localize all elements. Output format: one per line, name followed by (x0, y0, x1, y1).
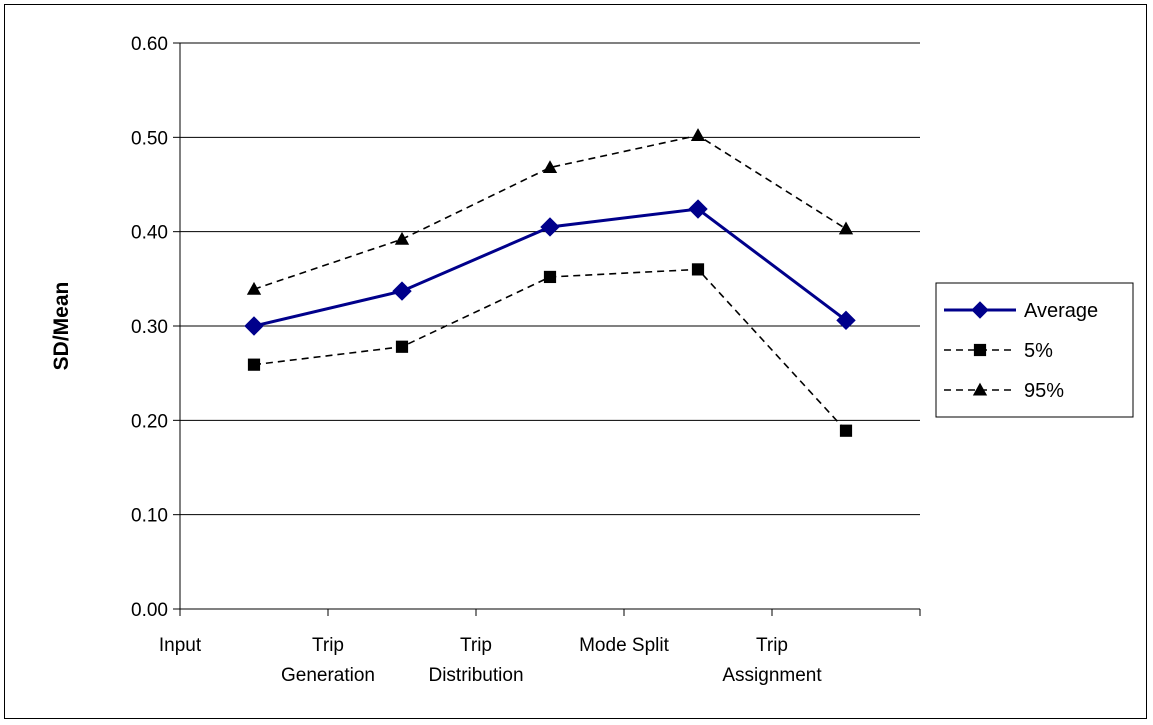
legend-label: 95% (1024, 380, 1064, 402)
legend-label: Average (1024, 300, 1098, 322)
data-point-triangle (542, 160, 558, 174)
y-axis-label: SD/Mean (50, 282, 73, 371)
data-point-diamond (836, 310, 856, 331)
grid-lines (180, 42, 920, 516)
data-point-square (395, 340, 409, 353)
data-point-triangle (394, 231, 410, 245)
axes (173, 42, 921, 616)
data-point-triangle (838, 221, 854, 235)
legend: Average 5% 95% (935, 282, 1134, 418)
series-line-95pct (253, 134, 847, 290)
y-tick-label: 0.30 (131, 317, 168, 338)
legend-label: 5% (1024, 340, 1053, 362)
chart-frame (4, 4, 1147, 719)
data-point-diamond (971, 301, 989, 319)
y-tick-label: 0.10 (131, 506, 168, 527)
x-tick-label: Trip Assignment (722, 635, 822, 686)
data-point-diamond (392, 281, 412, 301)
y-tick-label: 0.20 (131, 411, 168, 432)
y-tick-label: 0.00 (131, 600, 168, 621)
x-tick-label: Trip Distribution (428, 635, 523, 686)
x-tick-label: Trip Generation (281, 635, 375, 686)
data-point-triangle (246, 281, 262, 295)
data-point-square (247, 358, 261, 371)
data-point-triangle (690, 128, 706, 141)
data-point-diamond (540, 217, 560, 237)
y-tick-labels: 0.00 0.10 0.20 0.30 0.40 0.50 0.60 (131, 34, 168, 621)
data-point-square (973, 343, 987, 357)
data-point-triangle (972, 382, 988, 396)
y-tick-label: 0.50 (131, 128, 168, 149)
series-line-5pct (253, 268, 847, 432)
data-point-square (543, 270, 557, 284)
series-group (244, 128, 856, 437)
x-tick-labels: Input Trip Generation Trip Distribution Mode … (159, 635, 822, 686)
data-point-square (839, 424, 853, 437)
data-point-diamond (688, 199, 708, 219)
x-tick-label: Mode Split (579, 635, 669, 656)
x-tick-label: Input (159, 635, 202, 656)
y-tick-label: 0.40 (131, 223, 168, 244)
data-point-diamond (244, 316, 264, 336)
y-tick-label: 0.60 (131, 34, 168, 55)
data-point-square (691, 263, 705, 276)
